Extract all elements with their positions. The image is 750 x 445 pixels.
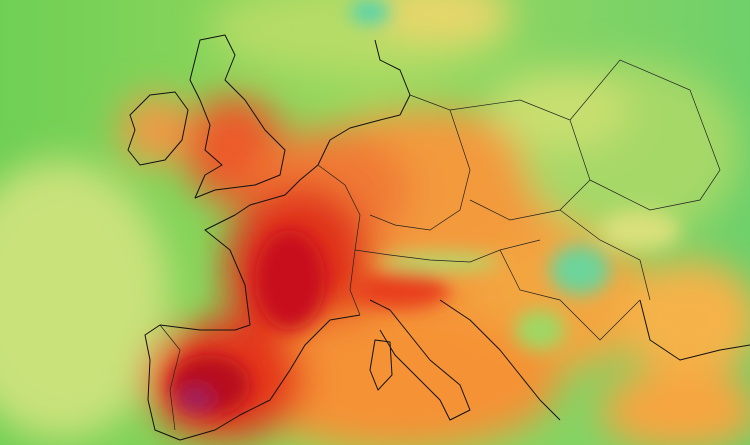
coastlines (127, 34, 750, 441)
continent-west (144, 164, 361, 441)
black-sea (639, 299, 750, 361)
sardinia (369, 339, 393, 391)
adriatic-balkans (439, 299, 561, 421)
temperature-detail (170, 0, 680, 415)
alps-border (354, 239, 541, 263)
great-britain (189, 34, 286, 199)
italy (369, 299, 471, 421)
borders (159, 59, 721, 431)
ireland (127, 91, 189, 166)
eastern-borders (499, 59, 721, 341)
france-border (317, 164, 361, 316)
north-sea-coast (317, 39, 411, 166)
iberia-border (159, 324, 181, 431)
